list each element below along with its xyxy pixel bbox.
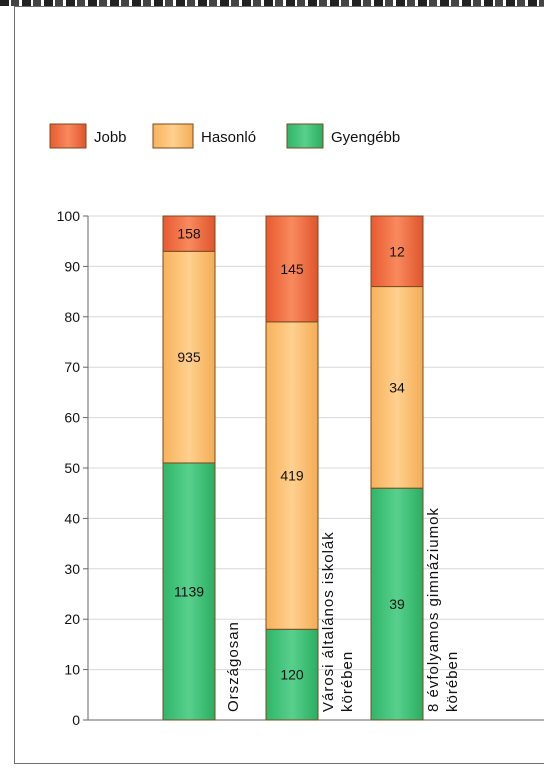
bar-jobb-2 <box>265 215 319 323</box>
category-label-2: Városi általános iskolák <box>320 531 337 712</box>
category-label-1: Országosan <box>225 621 242 712</box>
data-label-jobb-3: 12 <box>389 243 405 259</box>
y-tick-label: 100 <box>57 208 81 224</box>
legend-label-hasonlo: Hasonló <box>201 129 256 146</box>
legend: Jobb Hasonló Gyengébb <box>49 123 400 149</box>
bar-gyengebb-2 <box>265 628 319 721</box>
data-label-jobb-1: 158 <box>177 226 201 242</box>
y-tick-label: 30 <box>64 561 80 577</box>
legend-label-gyengebb: Gyengébb <box>331 129 400 146</box>
bar-hasonlo-1 <box>162 250 216 464</box>
legend-label-jobb: Jobb <box>94 129 127 146</box>
data-label-hasonlo-2: 419 <box>280 468 304 484</box>
y-tick-label: 40 <box>64 510 80 526</box>
bar-hasonlo-2 <box>265 321 319 630</box>
y-tick-label: 20 <box>64 611 80 627</box>
data-label-hasonlo-3: 34 <box>389 379 405 395</box>
legend-swatch-gyengebb <box>286 123 324 149</box>
bottom-edge <box>0 764 544 776</box>
y-tick-label: 90 <box>64 258 80 274</box>
category-label-2: körében <box>339 651 356 712</box>
y-tick-label: 50 <box>64 460 80 476</box>
bar-jobb-1 <box>162 215 216 252</box>
data-label-gyengebb-2: 120 <box>280 667 304 683</box>
bar-gyengebb-3 <box>370 487 424 721</box>
legend-swatch-hasonlo <box>152 123 194 149</box>
bars: 1139 935 158 120 419 145 39 34 12 <box>162 215 424 721</box>
bar-jobb-3 <box>370 215 424 288</box>
y-tick-label: 10 <box>64 662 80 678</box>
y-tick-label: 80 <box>64 309 80 325</box>
data-label-gyengebb-3: 39 <box>389 596 405 612</box>
y-tick-label: 0 <box>72 712 80 728</box>
category-label-3: 8 évfolyamos gimnáziumok <box>425 507 442 712</box>
y-tick-label: 70 <box>64 359 80 375</box>
legend-swatch-jobb <box>49 123 87 149</box>
y-tick-label: 60 <box>64 410 80 426</box>
data-label-hasonlo-1: 935 <box>177 349 201 365</box>
category-labels: Országosan Városi általános iskolák körébe… <box>225 507 461 712</box>
y-axis: 0 10 20 30 40 50 60 70 80 90 100 <box>57 208 544 728</box>
bar-hasonlo-3 <box>370 286 424 489</box>
category-label-3: körében <box>444 651 461 712</box>
data-label-jobb-2: 145 <box>280 261 304 277</box>
bar-gyengebb-1 <box>162 462 216 721</box>
top-edge-strip <box>0 0 544 6</box>
data-label-gyengebb-1: 1139 <box>174 583 204 599</box>
